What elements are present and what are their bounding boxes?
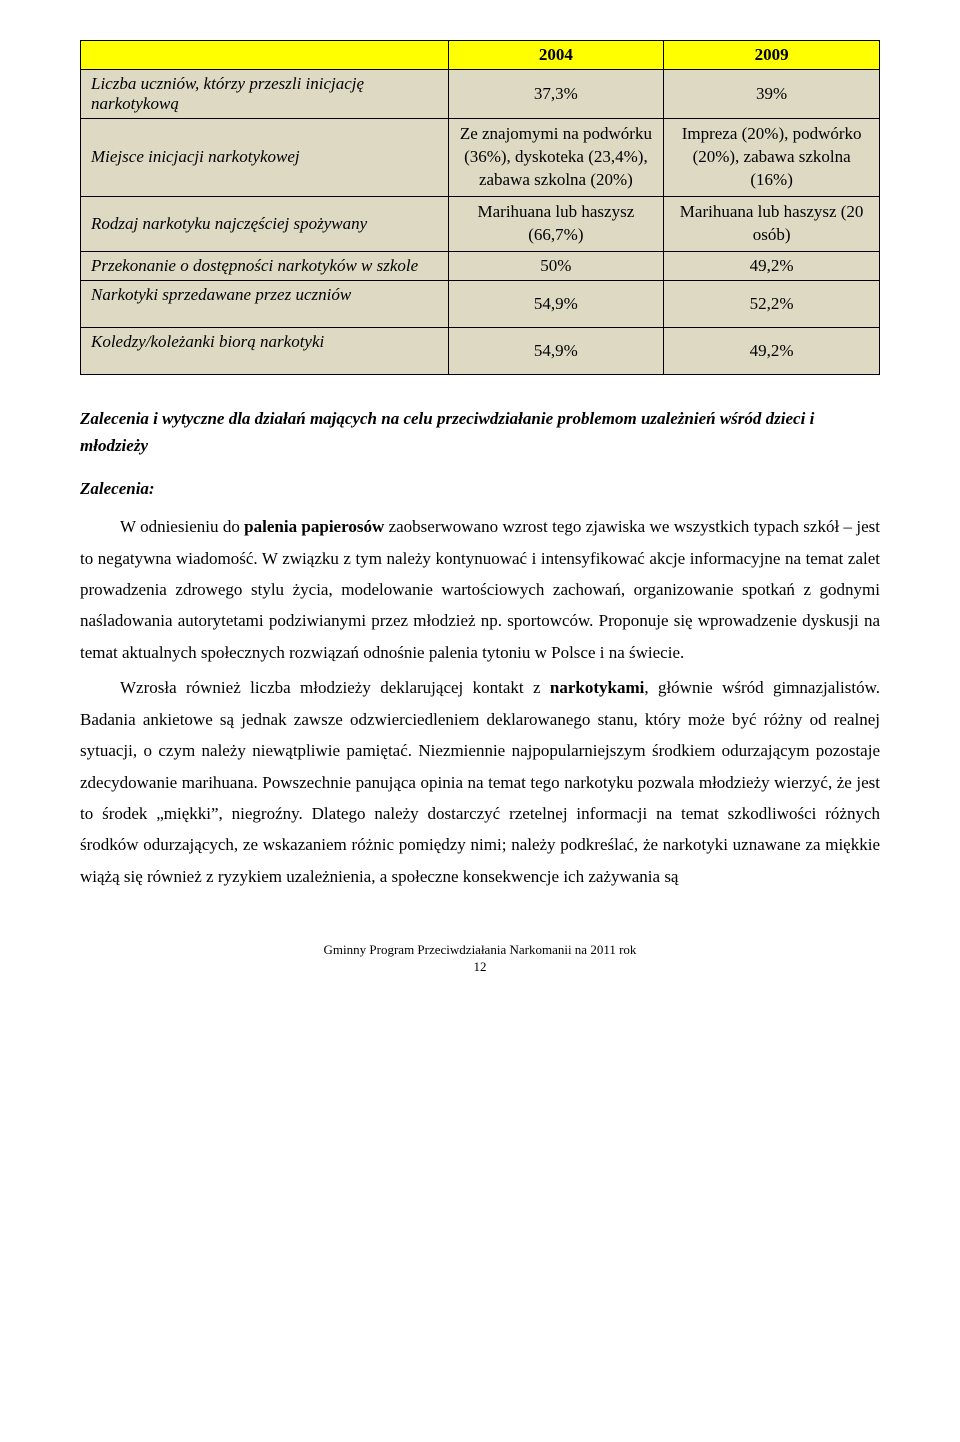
cell-2009: 49,2% — [664, 251, 880, 280]
section-title: Zalecenia i wytyczne dla działań mającyc… — [80, 405, 880, 459]
cell-2004: Marihuana lub haszysz (66,7%) — [448, 196, 664, 251]
row-label: Miejsce inicjacji narkotykowej — [81, 119, 449, 197]
row-label: Koledzy/koleżanki biorą narkotyki — [81, 327, 449, 374]
footer-page-number: 12 — [80, 959, 880, 976]
p1-post: zaobserwowano wzrost tego zjawiska we ws… — [80, 517, 880, 662]
row-label: Przekonanie o dostępności narkotyków w s… — [81, 251, 449, 280]
table-row: Narkotyki sprzedawane przez uczniów 54,9… — [81, 280, 880, 327]
p1-pre: W odniesieniu do — [120, 517, 244, 536]
footer-title: Gminny Program Przeciwdziałania Narkoman… — [80, 942, 880, 959]
p1-bold: palenia papierosów — [244, 517, 384, 536]
table-row: Liczba uczniów, którzy przeszli inicjacj… — [81, 70, 880, 119]
p2-post: , głównie wśród gimnazjalistów. Badania … — [80, 678, 880, 886]
header-2004: 2004 — [448, 41, 664, 70]
data-table: 2004 2009 Liczba uczniów, którzy przeszl… — [80, 40, 880, 375]
cell-2004: Ze znajomymi na podwórku (36%), dyskotek… — [448, 119, 664, 197]
cell-2009: 39% — [664, 70, 880, 119]
header-empty — [81, 41, 449, 70]
table-row: Rodzaj narkotyku najczęściej spożywany M… — [81, 196, 880, 251]
cell-2009: 52,2% — [664, 280, 880, 327]
table-header-row: 2004 2009 — [81, 41, 880, 70]
paragraph-2: Wzrosła również liczba młodzieży deklaru… — [80, 672, 880, 892]
row-label: Rodzaj narkotyku najczęściej spożywany — [81, 196, 449, 251]
row-label: Liczba uczniów, którzy przeszli inicjacj… — [81, 70, 449, 119]
cell-2009: Impreza (20%), podwórko (20%), zabawa sz… — [664, 119, 880, 197]
table-row: Miejsce inicjacji narkotykowej Ze znajom… — [81, 119, 880, 197]
cell-2004: 54,9% — [448, 327, 664, 374]
cell-2004: 54,9% — [448, 280, 664, 327]
header-2009: 2009 — [664, 41, 880, 70]
table-row: Przekonanie o dostępności narkotyków w s… — [81, 251, 880, 280]
paragraph-1: W odniesieniu do palenia papierosów zaob… — [80, 511, 880, 668]
row-label: Narkotyki sprzedawane przez uczniów — [81, 280, 449, 327]
document-page: 2004 2009 Liczba uczniów, którzy przeszl… — [0, 0, 960, 1026]
cell-2009: 49,2% — [664, 327, 880, 374]
page-footer: Gminny Program Przeciwdziałania Narkoman… — [80, 942, 880, 976]
cell-2009: Marihuana lub haszysz (20 osób) — [664, 196, 880, 251]
table-row: Koledzy/koleżanki biorą narkotyki 54,9% … — [81, 327, 880, 374]
cell-2004: 37,3% — [448, 70, 664, 119]
cell-2004: 50% — [448, 251, 664, 280]
p2-bold: narkotykami — [550, 678, 644, 697]
p2-pre: Wzrosła również liczba młodzieży deklaru… — [120, 678, 550, 697]
section-sub: Zalecenia: — [80, 479, 880, 499]
